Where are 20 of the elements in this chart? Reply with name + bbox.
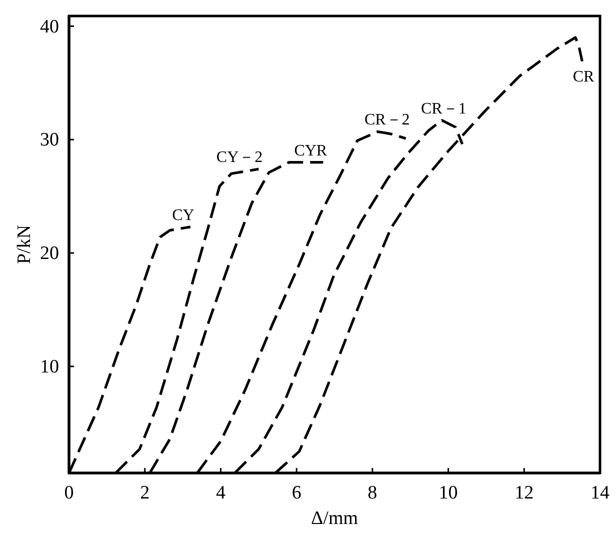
x-tick-label: 8: [368, 482, 378, 504]
y-tick-label: 40: [40, 16, 59, 38]
series-label: CY－2: [216, 149, 263, 166]
x-tick-label: 12: [514, 482, 534, 504]
series-label: CYR: [294, 142, 328, 160]
x-tick-label: 6: [292, 482, 302, 504]
series-label: CR: [572, 68, 594, 86]
x-axis-title: Δ/mm: [310, 508, 358, 529]
series-label: CY: [172, 206, 195, 224]
series-label: CR－1: [420, 100, 466, 118]
y-tick-label: 20: [40, 243, 59, 264]
series-label: CR－2: [364, 112, 410, 129]
y-axis-title: P/kN: [14, 224, 35, 264]
x-tick-label: 14: [590, 482, 610, 504]
x-tick-label: 0: [64, 482, 74, 504]
y-tick-label: 10: [40, 356, 59, 378]
x-tick-label: 2: [140, 482, 150, 504]
x-tick-label: 10: [438, 482, 458, 504]
y-tick-label: 30: [40, 130, 59, 151]
x-tick-label: 4: [216, 482, 226, 504]
